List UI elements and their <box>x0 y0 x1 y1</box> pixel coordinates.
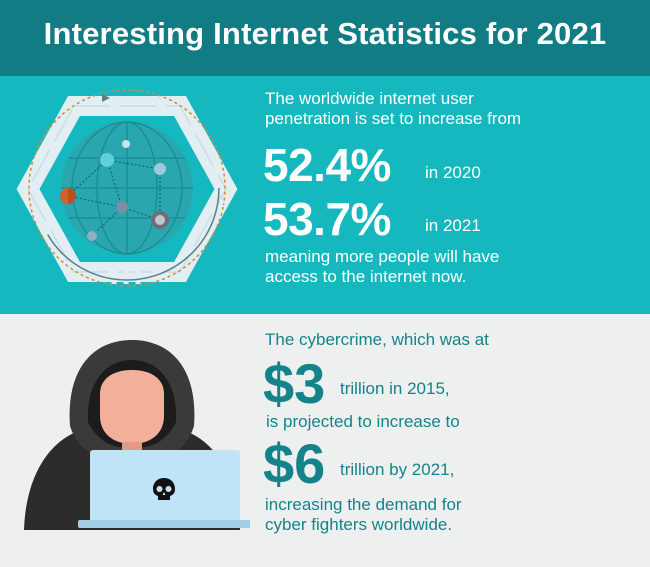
stat-2020-value: 52.4% <box>263 139 391 191</box>
stat-2021-year: in 2021 <box>425 216 481 235</box>
stat-2020-year: in 2020 <box>425 163 481 182</box>
cybercrime-value-2015-text: trillion in 2015, <box>340 379 450 398</box>
page-title: Interesting Internet Statistics for 2021 <box>43 16 607 51</box>
cybercrime-middle: is projected to increase to <box>266 412 460 431</box>
header-banner: Interesting Internet Statistics for 2021 <box>0 0 650 76</box>
cybercrime-value-2021-text: trillion by 2021, <box>340 460 455 479</box>
stat-2021-value: 53.7% <box>263 193 391 245</box>
internet-outro-line1: meaning more people will have <box>265 247 500 266</box>
skull-icon <box>153 478 175 500</box>
cybercrime-value-2015: $3 <box>263 352 326 415</box>
internet-outro-line2: access to the internet now. <box>265 267 467 286</box>
cybercrime-outro-line1: increasing the demand for <box>265 495 462 514</box>
cybercrime-intro: The cybercrime, which was at <box>265 330 489 349</box>
cybercrime-value-2021: $6 <box>263 432 326 495</box>
globe-network-icon <box>16 89 238 287</box>
internet-intro-line1: The worldwide internet user <box>265 89 474 108</box>
hooded-hacker-icon <box>24 340 250 530</box>
cybercrime-outro-line2: cyber fighters worldwide. <box>265 515 453 534</box>
internet-intro-line2: penetration is set to increase from <box>265 109 522 128</box>
